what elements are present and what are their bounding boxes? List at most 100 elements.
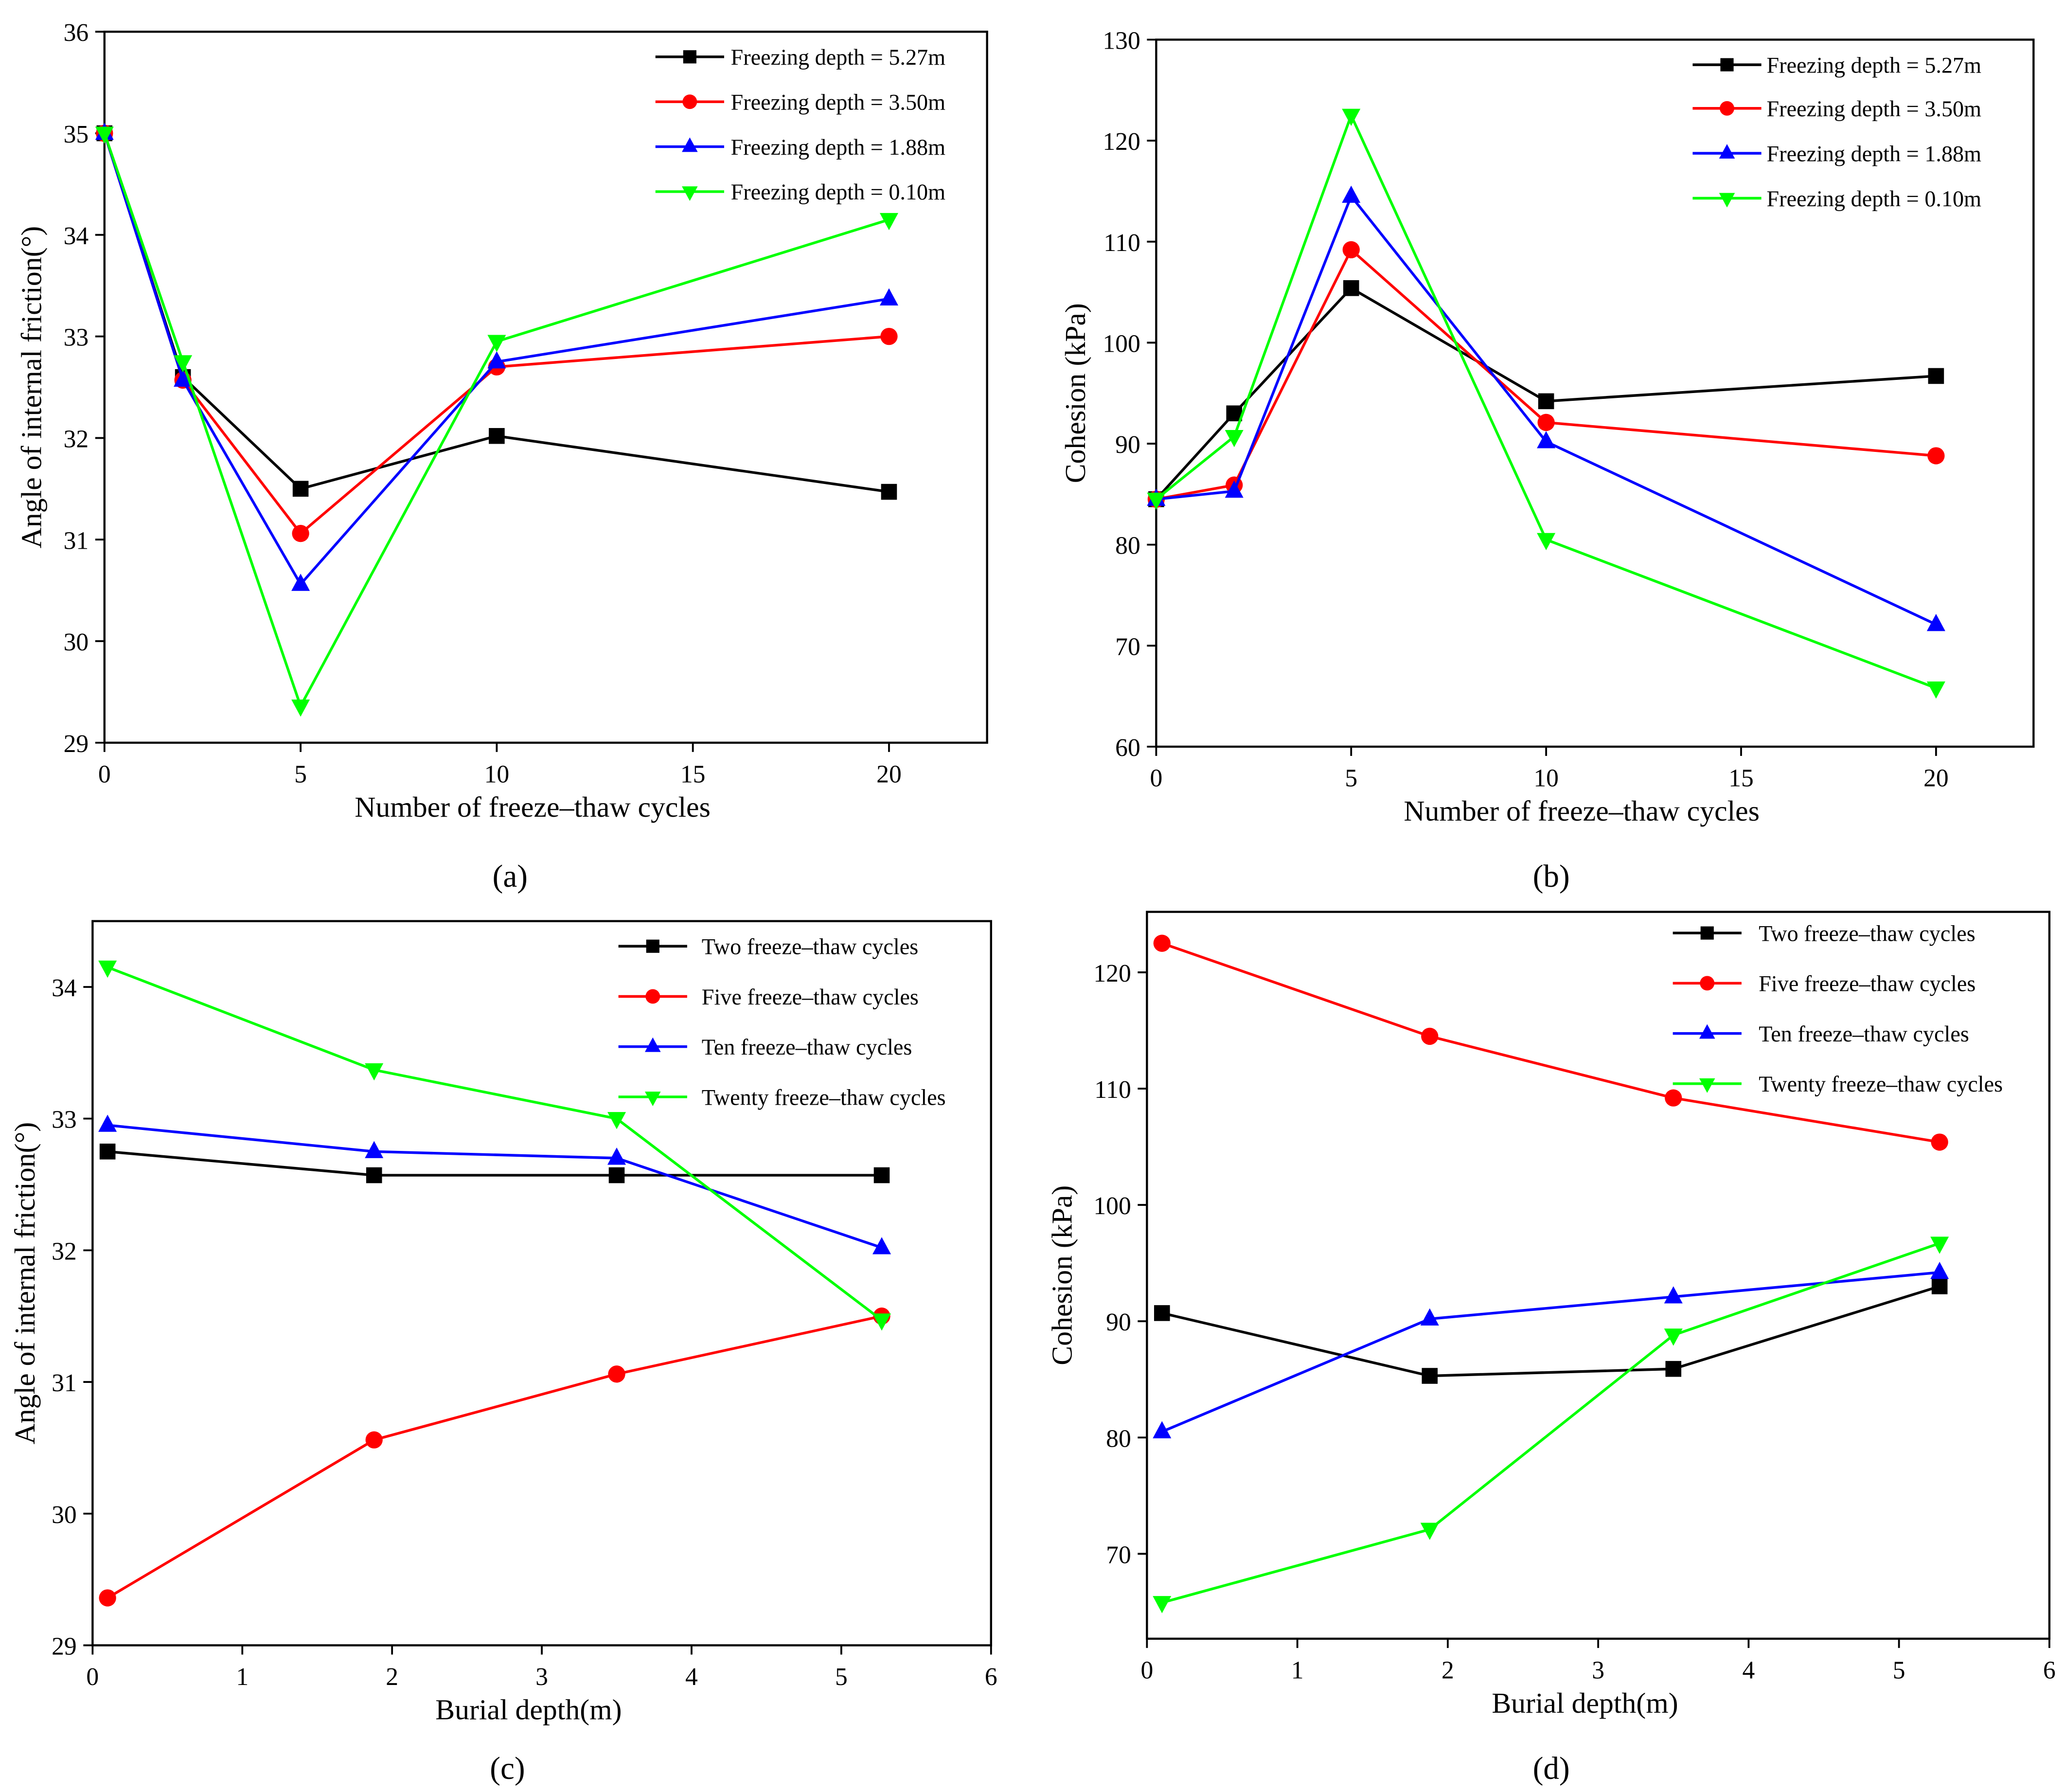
y-axis-label: Cohesion (kPa) xyxy=(1046,1185,1078,1365)
y-tick-label: 110 xyxy=(1094,1076,1131,1104)
series-4 xyxy=(95,126,898,717)
y-tick-label: 70 xyxy=(1106,1541,1131,1569)
data-point xyxy=(873,1167,890,1183)
legend-marker-icon xyxy=(682,137,698,152)
legend-label: Ten freeze–thaw cycles xyxy=(702,1035,912,1059)
legend-marker-icon xyxy=(644,1092,661,1106)
x-tick-label: 4 xyxy=(685,1663,698,1691)
legend-entry: Freezing depth = 0.10m xyxy=(1692,186,1981,211)
x-tick-label: 6 xyxy=(2043,1656,2056,1684)
panel-label: (c) xyxy=(490,1751,525,1786)
data-point xyxy=(1926,614,1945,631)
x-tick-label: 10 xyxy=(484,760,510,788)
data-point xyxy=(365,1431,383,1449)
data-point xyxy=(1664,1286,1683,1304)
legend-marker-icon xyxy=(1719,193,1735,208)
legend-entry: Five freeze–thaw cycles xyxy=(1673,971,1975,996)
legend-entry: Two freeze–thaw cycles xyxy=(618,934,918,959)
x-axis-label: Burial depth(m) xyxy=(1492,1687,1678,1719)
data-point xyxy=(1225,480,1244,498)
panel-label: (d) xyxy=(1533,1751,1570,1786)
x-tick-label: 2 xyxy=(386,1663,398,1691)
series-2 xyxy=(1147,241,1945,508)
legend-entry: Freezing depth = 3.50m xyxy=(1692,96,1981,121)
series-line xyxy=(103,133,890,710)
x-tick-label: 15 xyxy=(1728,765,1754,792)
legend-entry: Freezing depth = 0.10m xyxy=(655,179,946,204)
series-3 xyxy=(1153,1262,1949,1438)
legend-marker-icon xyxy=(1719,144,1735,159)
chart-panel-b: 0 5 10 15 20 60 70 80 90 100 110 120 130 Number of fr… xyxy=(1059,27,2035,894)
legend-label: Two freeze–thaw cycles xyxy=(1759,921,1975,946)
x-tick-label: 15 xyxy=(680,760,706,788)
legend-entry: Twenty freeze–thaw cycles xyxy=(1673,1072,2003,1096)
legend-label: Freezing depth = 0.10m xyxy=(731,179,946,204)
legend-label: Freezing depth = 1.88m xyxy=(1767,141,1982,166)
y-tick-label: 29 xyxy=(64,730,89,758)
y-tick-label: 33 xyxy=(64,324,89,352)
legend-marker-icon xyxy=(1720,58,1734,72)
data-point xyxy=(880,327,898,345)
y-tick-label: 34 xyxy=(64,222,89,250)
x-tick-label: 2 xyxy=(1441,1656,1454,1684)
data-point xyxy=(1538,393,1554,410)
series-2 xyxy=(99,1308,890,1607)
data-point xyxy=(881,484,897,500)
legend-label: Ten freeze–thaw cycles xyxy=(1759,1021,1969,1046)
legend-label: Freezing depth = 5.27m xyxy=(1767,53,1982,77)
legend-marker-icon xyxy=(1699,1078,1715,1093)
data-point xyxy=(174,369,193,387)
series-line xyxy=(1161,942,1940,1144)
legend-marker-icon xyxy=(1699,1024,1715,1039)
y-tick-label: 100 xyxy=(1103,330,1140,358)
series-4 xyxy=(1147,108,1945,699)
data-point xyxy=(98,960,117,978)
data-point xyxy=(1420,1523,1439,1540)
data-point xyxy=(1931,1133,1948,1151)
data-point xyxy=(291,699,310,717)
y-axis-label: Angle of internal friction(°) xyxy=(9,1122,41,1445)
y-tick-label: 120 xyxy=(1093,960,1131,987)
panel-label: (b) xyxy=(1533,859,1570,894)
x-tick-label: 6 xyxy=(985,1663,997,1691)
x-tick-label: 5 xyxy=(294,760,307,788)
data-point xyxy=(879,288,898,305)
data-point xyxy=(1930,1262,1949,1279)
series-4 xyxy=(1153,1236,1949,1613)
legend-marker-icon xyxy=(682,186,698,201)
x-tick-label: 3 xyxy=(1592,1656,1604,1684)
data-point xyxy=(1153,1421,1172,1438)
data-point xyxy=(879,213,898,231)
y-tick-label: 29 xyxy=(52,1632,77,1660)
y-tick-label: 31 xyxy=(52,1369,77,1397)
y-axis-label: Angle of internal friction(°) xyxy=(16,226,48,549)
legend-entry: Freezing depth = 5.27m xyxy=(1692,53,1981,77)
chart-panel-d: 0 1 2 3 4 5 6 70 80 90 100 110 120 Burial depth(m) Coh… xyxy=(1046,911,2056,1786)
data-point xyxy=(1153,1596,1172,1613)
legend-marker-icon xyxy=(1720,101,1734,116)
data-point xyxy=(291,573,310,591)
data-point xyxy=(487,351,506,369)
data-point xyxy=(1421,1027,1439,1045)
data-point xyxy=(872,1313,891,1331)
data-point xyxy=(1153,934,1171,952)
data-point xyxy=(1422,1368,1438,1384)
x-tick-label: 4 xyxy=(1743,1656,1755,1684)
data-point xyxy=(872,1237,891,1254)
y-tick-label: 100 xyxy=(1093,1192,1131,1220)
y-tick-label: 30 xyxy=(52,1501,77,1529)
data-point xyxy=(95,126,114,144)
x-axis-label: Number of freeze–thaw cycles xyxy=(1404,795,1760,827)
legend-label: Twenty freeze–thaw cycles xyxy=(702,1085,946,1110)
y-tick-label: 30 xyxy=(64,628,89,656)
y-tick-label: 90 xyxy=(1115,431,1140,459)
series-3 xyxy=(95,123,898,591)
series-line xyxy=(107,1124,882,1249)
data-point xyxy=(365,1063,384,1081)
data-point xyxy=(1927,447,1945,465)
x-tick-label: 1 xyxy=(236,1663,249,1691)
series-line xyxy=(1161,1271,1940,1433)
data-point xyxy=(99,1144,116,1160)
